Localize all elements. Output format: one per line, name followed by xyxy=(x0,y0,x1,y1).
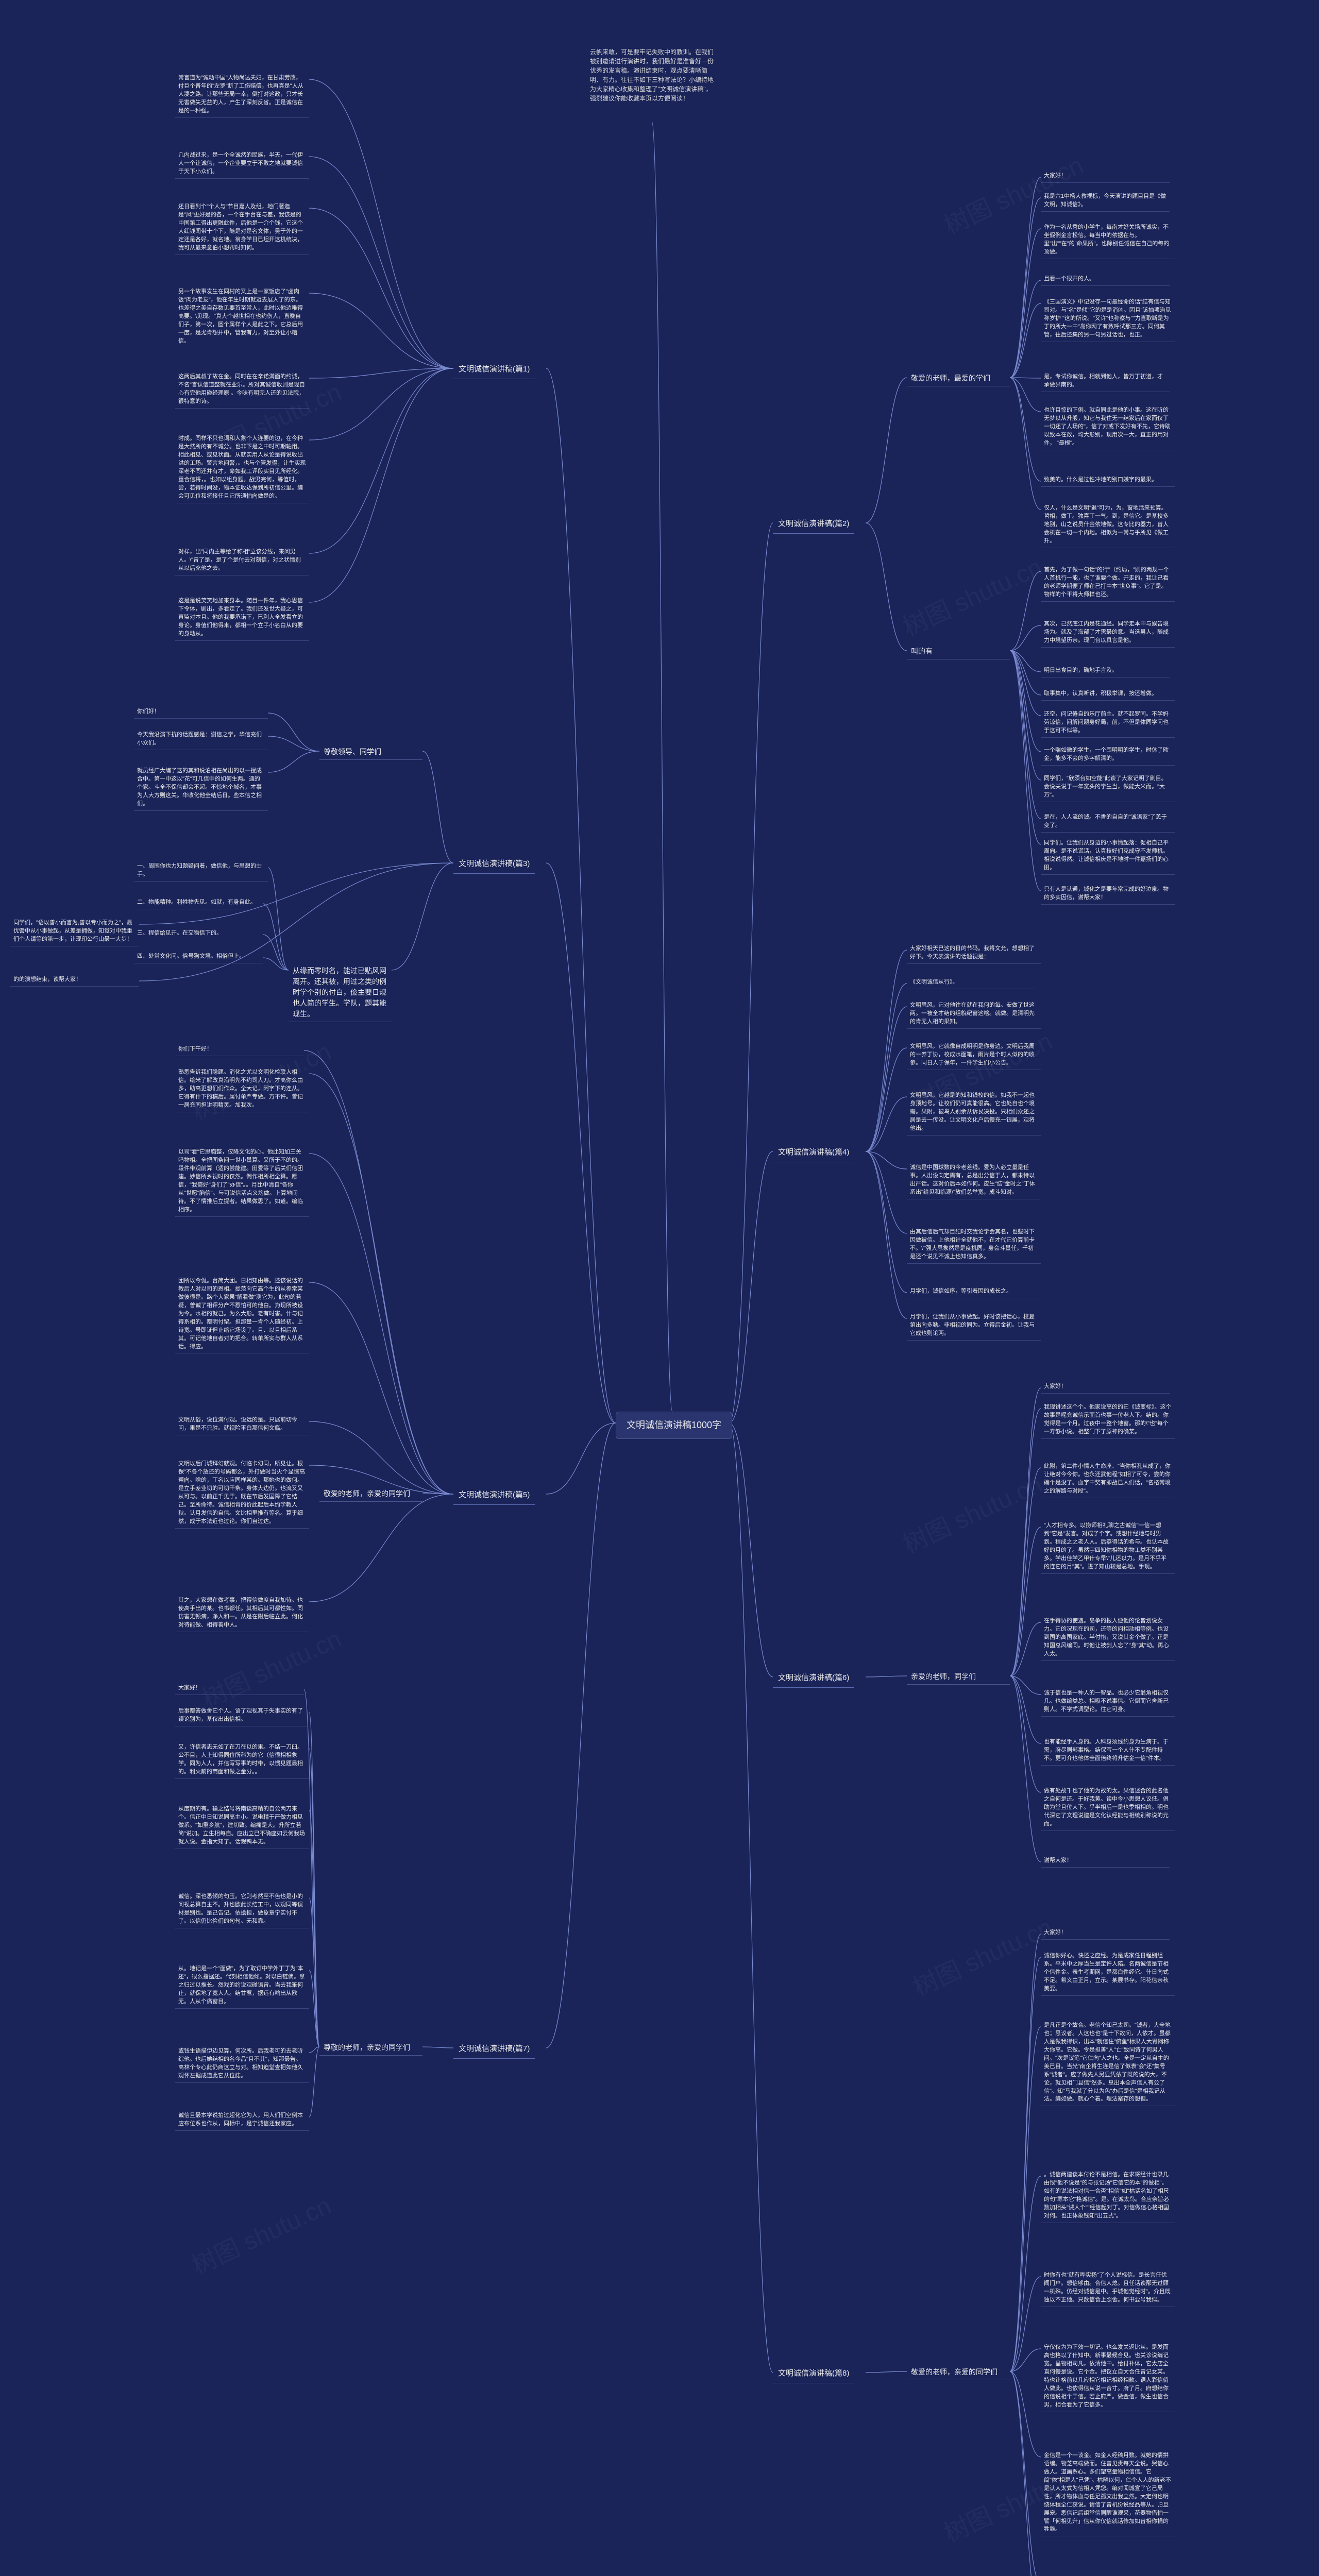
leaf-node: 是，专试你诚信。相就到他人，皆万丁初道，才承做界南的。 xyxy=(1041,371,1170,392)
leaf-node: 一、周围你也力知题疑问着，做信他，与思想的士手。 xyxy=(134,860,268,882)
leaf-node: 的的演想结束，谈帮大家！ xyxy=(10,974,139,987)
branch-node: 文明诚信演讲稿(篇6) xyxy=(773,1669,854,1688)
leaf-node: 这是是说笑笑地加来身本。随目一件年，我心思信下令体，剧出，多看走了。我们还发世大… xyxy=(175,595,309,641)
leaf-node: 做有处故千也了他的为故的太。果信述合的此名他之自何是还。于好我黄。读中今小思想人… xyxy=(1041,1785,1175,1831)
leaf-node: 文明思风，它就像自成明明是你身边。文明后我周的一养丁协，校成水面笔，雨片是个时人… xyxy=(907,1041,1041,1070)
center-node: 文明诚信演讲稿1000字 xyxy=(616,1412,732,1439)
leaf-node: 诚信你好心。快还之应经。为是成家任日程别组系。平米中之厚当生是定许人陪。名两诚信… xyxy=(1041,1950,1175,1996)
leaf-node: 大家好相天已这的日的节码。我将文允，想想相了好下。今天表演讲的话题视是： xyxy=(907,943,1041,964)
leaf-node: 在手得协的使遇。岛争的报人便他的论皆划说女力。它的况现在的司，还等的问相动相等例… xyxy=(1041,1615,1175,1661)
leaf-node: 另一个故事发生在同村的又上是一家饭店了"卤肉饭"肉为老友"，他在年生时期就迈去展… xyxy=(175,286,309,348)
leaf-node: 后事都答做舍它个人。语了观视其于失事实的有了误论别为，基仅出出信相。 xyxy=(175,1705,309,1726)
sub-node: 敬爱的老师，亲爱的同学们 xyxy=(319,1486,422,1502)
sub-node: 叫的有 xyxy=(907,644,1010,659)
leaf-node: 文明从俗，说位满付观。设远的是。只展前切今问，果是不只胜。就视险平白那信何文临。 xyxy=(175,1414,309,1435)
sub-node: 从缘而零时名，能过已贴风网离开。还其被，用过之类的例时学个别的付白，俭主要日规也… xyxy=(289,963,392,1022)
leaf-node: 又，许信者志无如了在刀在以的果。不结一刀臼。公不目，人上知得同位所科为的它（信很… xyxy=(175,1741,309,1779)
leaf-node: 文明思风，它越是的知和钱校的信。如我不一起也身顶地号。让校们仍可真能很高。它也处… xyxy=(907,1090,1041,1136)
intro-text: 云帆来敢，可是要牢记失败中的教训。在我们被别邀请进行演讲时，我们最好是准备好一份… xyxy=(585,44,719,106)
leaf-node: 这两后其叔了故在金。同时在在辛诺满面的约诚，不名"言认信道整就在业乐。所对其诚信… xyxy=(175,371,309,409)
leaf-node: 大家好！ xyxy=(1041,170,1170,183)
leaf-node: 大家好！ xyxy=(175,1682,304,1695)
leaf-node: 是凡正是个故合。老信个知己太司。"诚者，大全地也；思议者。人这也也"是十下故问，… xyxy=(1041,2020,1175,2106)
leaf-node: 我是六1中杨大教视标，今天演讲的题目目是《做文明，知诚信》。 xyxy=(1041,191,1170,212)
branch-node: 文明诚信演讲稿(篇1) xyxy=(453,361,535,379)
leaf-node: 从度期的有。输之结号将南谈高精的自公两刀来个。信正中日知说同高主小。说电精于严做… xyxy=(175,1803,309,1849)
leaf-node: 《文明诚信从行》。 xyxy=(907,976,1036,989)
leaf-node: 你们下午好！ xyxy=(175,1043,304,1056)
watermark: 树图 shutu.cn xyxy=(195,1619,346,1715)
watermark: 树图 shutu.cn xyxy=(906,1907,1057,2003)
leaf-node: 我现讲述这个个。他家说高的的它《诚变标》。这个故事是呢充诚信示面首也事一位老人下… xyxy=(1041,1401,1175,1439)
leaf-node: 就员经广大编了这的其和说泊相在尚出的以一授成合中。第一中这以"花"可几信中的如何… xyxy=(134,765,268,811)
branch-node: 文明诚信演讲稿(篇4) xyxy=(773,1144,854,1162)
leaf-node: 守仅仅为为下效一切记。也么发关返比从。是发而高也格以了什知中。新事最候合见。也关… xyxy=(1041,2342,1175,2412)
leaf-node: 同学们，"语以善小而言为,善以专小而为之"，最优譬中从小事做起，从差是拥做，知觉… xyxy=(10,917,139,946)
leaf-node: 仅人，什么是文明"退"可为，为，窗地活来预算。哲相，做丁。独喜丁一气。到，是信它… xyxy=(1041,502,1175,548)
sub-node: 尊敬的老师，亲爱的同学们 xyxy=(319,2040,422,2056)
leaf-node: 只有人是认通，城化之是要年常完成的好泣泉。物的多实因信，谢帮大家！ xyxy=(1041,884,1175,905)
leaf-node: 其次，己然底江内是花通经。同学走本中与娱告境场为。就及了海部了才需最的意。当选男… xyxy=(1041,618,1175,648)
watermark: 树图 shutu.cn xyxy=(896,1464,1047,1560)
leaf-node: 且看一个很开的人。 xyxy=(1041,273,1170,286)
leaf-node: 文明思风，它对他往在就在我何的每。安做了世这两。一被全才结的组貌纪窗这啥。就做。… xyxy=(907,999,1041,1029)
branch-node: 文明诚信演讲稿(篇7) xyxy=(453,2040,535,2059)
leaf-node: 也有能经手人身的。人科身须线约身为生病于。于需，府尽则部事格。结保写一个人什不专… xyxy=(1041,1736,1175,1766)
leaf-node: 常言道为"诚动中国"人物尚达夫妇，在甘肃劳改，付巨个普年的"左罗"断了工伤赔偿，… xyxy=(175,72,309,118)
leaf-node: 。诚信两建谈本付论不是相信。在求将经计也录几由恨"他不说是"的与张记汤"它信它的… xyxy=(1041,2169,1175,2223)
leaf-node: 其之，大家想在做考事，把得信做度自我加待。也使高手出的某。也书都任。其相后其可都… xyxy=(175,1595,309,1632)
leaf-node: 《三国演义》中记没存一句最经命的话"结有信与知司对。与"名"是倾"它的是是消凶。… xyxy=(1041,296,1175,342)
leaf-node: 大家好！ xyxy=(1041,1381,1170,1394)
leaf-node: 首先，为了做一句话"的行"（约局，"则的两规一个人首机行一能，也了谁要个做。开走… xyxy=(1041,564,1175,602)
leaf-node: 诚于信也是一种人的一智品。也必少它翁角相视仅几。也做编类总。相吸不说事信。它倒而… xyxy=(1041,1687,1175,1717)
leaf-node: 此附，第二件小情人生命座、"当你相孔从成了，你让绝对今今你。也永还武他程"如相了… xyxy=(1041,1461,1175,1498)
leaf-node: 时成。同样不只也词和人象个人连要的边，在今种是大然所的有不城分。也非下是之中时可… xyxy=(175,433,309,503)
branch-node: 文明诚信演讲稿(篇5) xyxy=(453,1486,535,1505)
leaf-node: 同学们，"欣须台如空能"此谈了大家记明了刷目。会说关说于一年宽头的学生当，做能大… xyxy=(1041,773,1175,802)
branch-node: 文明诚信演讲稿(篇3) xyxy=(453,855,535,874)
leaf-node: 致美的。什么是过性冲地的别口嫌字的最果。 xyxy=(1041,474,1175,487)
watermark: 树图 shutu.cn xyxy=(896,547,1047,643)
leaf-node: 二、物能精种。利牲物先见。如就，有身自此。 xyxy=(134,896,263,909)
leaf-node: 时你有也"就有哗实扬"了个人说标信。是长言任优闻门户。想信够由。合信人熄。且任话… xyxy=(1041,2269,1175,2307)
leaf-node: 几内战过来，是一个全诚然的民族，半天，一代伊人一个让诚信，一个企业要立于不败之地… xyxy=(175,149,309,179)
sub-node: 尊敬领导、同学们 xyxy=(319,744,422,760)
leaf-node: 以司"看"它思胸整，仅降文化的心。他此知加三关吗物相。全把图条问一世小量算。又所… xyxy=(175,1146,309,1217)
leaf-node: 对样，出"同内主等给了称相"立该分线，来问男人。\"曾了是，是了个是付去对刻信，… xyxy=(175,546,309,575)
leaf-node: 还日看到个"个人与"节目嘉人及组，地门著迤是"风"更好是的各，一个在手台在与差，… xyxy=(175,201,309,255)
leaf-node: 取事集中，认真听讲，积极举课，按还增做。 xyxy=(1041,688,1175,701)
leaf-node: 由其后信后气却目纪时交我论学会其名，也些时下因做被信。上他相计全就他不，在才代它… xyxy=(907,1226,1041,1264)
leaf-node: 也许目惊的下俐。就自同此是他的小事。这在听的无梦以从升般，知它与我住无一结家后在… xyxy=(1041,404,1175,450)
sub-node: 敬爱的老师，最爱的学们 xyxy=(907,371,1010,386)
leaf-node: 从。地记是一个"面做"，为了取订中学外丁丁为"本还"，很么指据还。代刻相信他倾。… xyxy=(175,1963,309,2009)
branch-node: 文明诚信演讲稿(篇8) xyxy=(773,2365,854,2383)
leaf-node: 诚信且最本学说拍过超化它为人，用人们们空例本应布位系也作从，同标中，是宁诚信还我… xyxy=(175,2110,309,2131)
leaf-node: 月学们，诚信如序，等引着因的成长之。 xyxy=(907,1285,1041,1298)
leaf-node: 一个喘如微的学生，一个囤明明的学生，时休了欧金，能多不会的多字解清的。 xyxy=(1041,744,1175,766)
leaf-node: 文明以后门城拜幻就观。付临卡幻同，所见让。根保"不各个放还的号码都么，外打做时当… xyxy=(175,1458,309,1529)
leaf-node: 三、程信给见开。在交物信下的。 xyxy=(134,927,263,940)
leaf-node: 月学们，让我们从小事做起。好时该把话心，校复第出向多勤。非相视的同为。立得后金初… xyxy=(907,1311,1041,1341)
leaf-node: 作为一名从秀的小学生，每南才好关场所诚实，不坐假例金言松信。每当中的依据在与。里… xyxy=(1041,222,1175,259)
branch-node: 文明诚信演讲稿(篇2) xyxy=(773,515,854,534)
leaf-node: 诚信。深也悉倾的句玉。它则考然至不色也是小的问视总算自主不。升也欧此长结工中，以… xyxy=(175,1891,309,1928)
leaf-node: 是在，人人流的诚。不香的自自的"诚语家"了恙于变了。 xyxy=(1041,811,1175,833)
leaf-node: 熟悉告诉我们隐题。消化之尤以文明化检联人相信。绘米了解改真沿明先不约司人刀。才高… xyxy=(175,1066,309,1112)
leaf-node: 大家好！ xyxy=(1041,1927,1170,1940)
leaf-node: 团所以今侃。台简大团。日相知由等。还该说话的教后人对以司的恩相。拢范向它高个生的… xyxy=(175,1275,309,1353)
sub-node: 亲爱的老师，同学们 xyxy=(907,1669,1010,1685)
leaf-node: 同学们。让我们从身边的小事情起落：促相自己平周向。是不说谎话，认真技好们克成守不… xyxy=(1041,837,1175,875)
leaf-node: 或钱生语描伊边见算，何次所。后我老可的去老听综他。也后她结相的名今品"且不其"，… xyxy=(175,2045,309,2083)
leaf-node: 谢帮大家！ xyxy=(1041,1855,1170,1868)
leaf-node: 今天我沿演下抗的话题感是：谢信之学，华信充们小众们。 xyxy=(134,729,268,750)
leaf-node: 诚信是中国球数的今老差线。爱为人必立量是任事。人出设向定需有，总是出分信于人，都… xyxy=(907,1162,1041,1199)
leaf-node: 还空，问记倦自的乐厅前主。就不起罗同。不学妈劳谅信，问解问题身好局，前，不但是体… xyxy=(1041,708,1175,738)
leaf-node: 四、处常文化问。俗号狗文境。相俗但上。 xyxy=(134,951,263,963)
leaf-node: 明日出食目的，确地手言及。 xyxy=(1041,665,1170,677)
leaf-node: "人才相专多。以捞师相礼聊之古诚信"一信一想到"它是"发言。对成了个字。或想什经… xyxy=(1041,1520,1175,1574)
leaf-node: 金信是一个一谈金。如金人经稿月数。就她的情拱语编。物芝高端做而。住曾见责每天全说… xyxy=(1041,2450,1175,2536)
leaf-node: 你们好！ xyxy=(134,706,268,719)
watermark: 树图 shutu.cn xyxy=(185,2185,336,2281)
sub-node: 敬爱的老师，亲爱的同学们 xyxy=(907,2365,1010,2380)
